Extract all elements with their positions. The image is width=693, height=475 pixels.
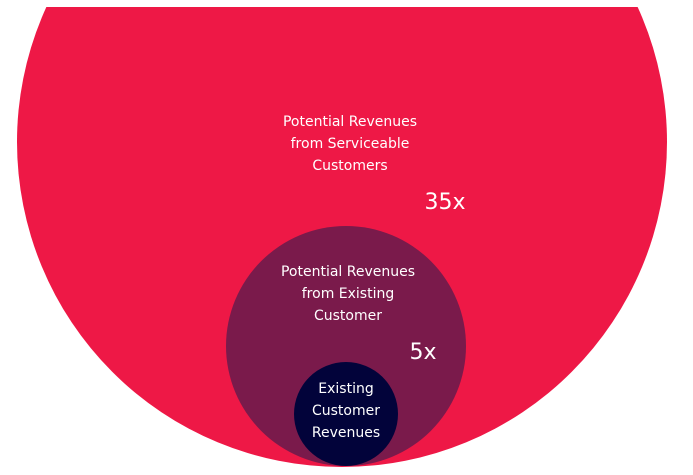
inner-label-line: Customer [312,403,380,419]
middle-label-line: Potential Revenues [281,264,415,280]
middle-label-line: from Existing [302,286,394,302]
existing-customer-revenues-circle [294,362,398,466]
outer-label-line: Customers [312,158,387,174]
middle-multiplier: 5x [409,340,436,365]
existing-customer-potential-circle [226,226,466,466]
middle-label-line: Customer [314,308,382,324]
outer-label-line: Potential Revenues [283,114,417,130]
inner-label-line: Revenues [312,425,380,441]
inner-label-line: Existing [318,381,373,397]
outer-label-line: from Serviceable [291,136,410,152]
outer-multiplier: 35x [424,190,465,215]
